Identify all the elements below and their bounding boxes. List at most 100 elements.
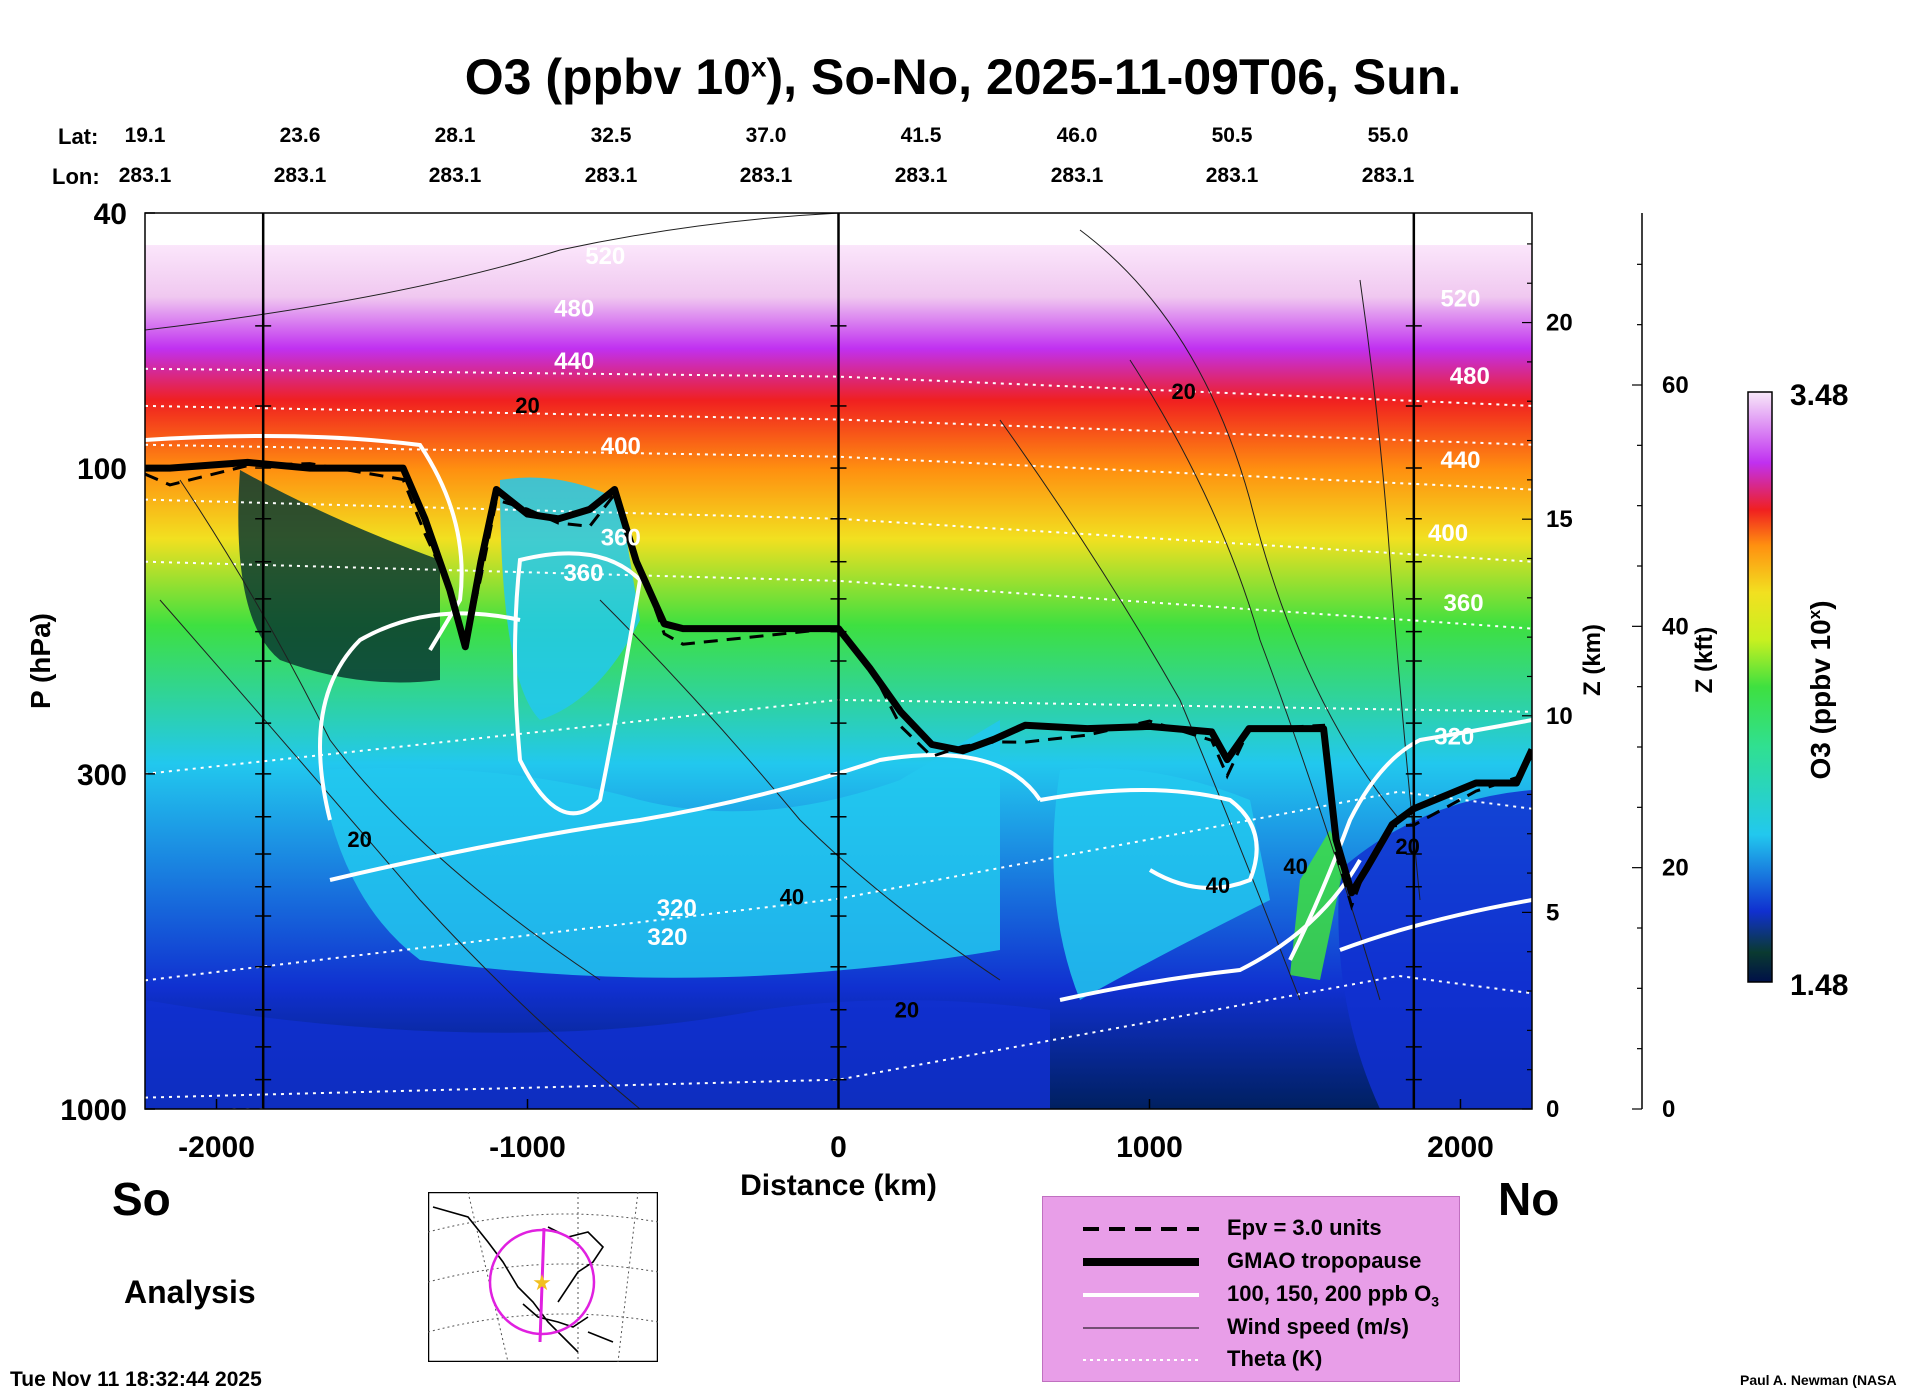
map-center-star-icon: ★ — [532, 1270, 552, 1295]
ozone-patch-1 — [500, 477, 640, 720]
y-tick-label: 300 — [77, 759, 127, 792]
north-label: No — [1498, 1173, 1560, 1225]
lat-value: 41.5 — [900, 124, 942, 147]
colorbar-label-sup: x — [1805, 609, 1824, 619]
y-tick-label: 40 — [94, 198, 127, 231]
zkft-axis-label: Z (kft) — [1691, 627, 1718, 694]
ozone-contour-label: 320 — [657, 895, 697, 922]
wind-contour-4 — [1079, 229, 1401, 821]
wind-speed-label: 40 — [1283, 854, 1307, 879]
map-coastlines — [432, 1206, 614, 1353]
y-tick-label: 100 — [77, 453, 127, 486]
zkft-tick-label: 60 — [1662, 372, 1689, 399]
map-transect-line — [538, 1227, 546, 1343]
theta-label: 400 — [601, 433, 641, 460]
lon-row-label: Lon: — [52, 164, 100, 189]
theta-line-7 — [145, 974, 1532, 1099]
legend-wind-label: Wind speed (m/s) — [1227, 1314, 1409, 1339]
lat-value: 28.1 — [434, 124, 476, 147]
tropopause-line — [145, 458, 1532, 897]
x-axis-label: Distance (km) — [740, 1169, 937, 1202]
wind-contour-1 — [179, 479, 601, 981]
colorbar-max-label: 3.48 — [1790, 379, 1848, 412]
theta-label: 480 — [554, 295, 594, 322]
colorbar-label-main: O3 (ppbv 10 — [1805, 619, 1836, 779]
wind-speed-label: 40 — [1206, 873, 1230, 898]
legend-tropopause-label: GMAO tropopause — [1227, 1248, 1422, 1273]
lat-value: 32.5 — [590, 124, 632, 147]
inset-map: ★ — [428, 1192, 658, 1362]
wind-speed-label: 40 — [780, 885, 804, 910]
wind-speed-label: 20 — [1395, 834, 1419, 859]
ozone-white-contour-2 — [329, 753, 1042, 882]
map-range-circle — [488, 1228, 596, 1336]
zkm-axis-label: Z (km) — [1579, 624, 1606, 696]
lat-row-label: Lat: — [58, 124, 99, 149]
zkft-tick-label: 40 — [1662, 613, 1689, 640]
lon-value: 283.1 — [894, 164, 948, 187]
theta-label-right: 360 — [1444, 590, 1484, 617]
lon-value: 283.1 — [273, 164, 327, 187]
legend-theta-label: Theta (K) — [1227, 1346, 1323, 1371]
wind-speed-label: 20 — [515, 393, 539, 418]
lat-value: 46.0 — [1056, 124, 1098, 147]
theta-label-right: 520 — [1440, 286, 1480, 313]
lon-value: 283.1 — [1050, 164, 1104, 187]
zkm-tick-label: 0 — [1546, 1096, 1559, 1123]
wind-contour-6 — [1359, 279, 1421, 901]
zkm-tick-label: 10 — [1546, 703, 1573, 730]
ozone-patch-2 — [320, 720, 1000, 978]
ozone-white-contour-7 — [1288, 718, 1532, 961]
zkm-tick-label: 5 — [1546, 899, 1559, 926]
x-tick-label: 2000 — [1427, 1131, 1494, 1164]
y-tick-label: 1000 — [60, 1094, 127, 1127]
ozone-white-contour-5 — [1059, 859, 1362, 1002]
theta-label: 520 — [585, 243, 625, 270]
zkft-tick-label: 0 — [1662, 1096, 1675, 1123]
x-tick-label: 0 — [830, 1131, 847, 1164]
colorbar-label-end: ) — [1805, 600, 1836, 609]
lon-value: 283.1 — [584, 164, 638, 187]
ozone-white-contour-1 — [513, 551, 643, 816]
theta-label-right: 320 — [1434, 724, 1474, 751]
theta-label: 440 — [554, 348, 594, 375]
title-superscript: x — [750, 51, 767, 83]
lat-value: 19.1 — [124, 124, 166, 147]
wind-speed-label: 20 — [347, 827, 371, 852]
zkm-tick-label: 15 — [1546, 506, 1573, 533]
lat-value: 55.0 — [1367, 124, 1409, 147]
theta-label: 360 — [601, 524, 641, 551]
colorbar — [1747, 391, 1773, 983]
x-tick-label: 1000 — [1116, 1131, 1183, 1164]
lat-value: 23.6 — [279, 124, 321, 147]
theta-label-right: 440 — [1440, 447, 1480, 474]
x-tick-label: -1000 — [489, 1131, 566, 1164]
legend-ozone-label: 100, 150, 200 ppb O3 — [1227, 1281, 1440, 1310]
zkm-tick-label: 20 — [1546, 310, 1573, 337]
chart-title: O3 (ppbv 10x), So-No, 2025-11-09T06, Sun… — [464, 49, 1462, 105]
ozone-contour-label: 360 — [563, 560, 603, 587]
legend: Epv = 3.0 units GMAO tropopause 100, 150… — [1042, 1196, 1460, 1382]
theta-label-right: 480 — [1450, 363, 1490, 390]
map-longitude-lines — [467, 1192, 639, 1362]
colorbar-label: O3 (ppbv 10x) — [1805, 600, 1836, 779]
wind-speed-label: 20 — [895, 998, 919, 1023]
ozone-white-contour-3 — [318, 611, 521, 821]
wind-contour-0 — [145, 213, 841, 331]
lon-value: 283.1 — [428, 164, 482, 187]
theta-label: 280 — [228, 1104, 268, 1131]
ozone-patch-3 — [145, 1000, 1050, 1109]
lat-value: 37.0 — [745, 124, 787, 147]
theta-label: 320 — [647, 924, 687, 951]
timestamp: Tue Nov 11 18:32:44 2025 — [10, 1368, 262, 1391]
south-label: So — [112, 1173, 171, 1225]
author-credit: Paul A. Newman (NASA — [1740, 1372, 1897, 1388]
lon-value: 283.1 — [1205, 164, 1259, 187]
ozone-patch-0 — [238, 470, 440, 683]
ozone-white-contour-0 — [145, 434, 464, 652]
x-tick-label: -2000 — [178, 1131, 255, 1164]
colorbar-min-label: 1.48 — [1790, 969, 1848, 1002]
lon-value: 283.1 — [739, 164, 793, 187]
lon-value: 283.1 — [1361, 164, 1415, 187]
